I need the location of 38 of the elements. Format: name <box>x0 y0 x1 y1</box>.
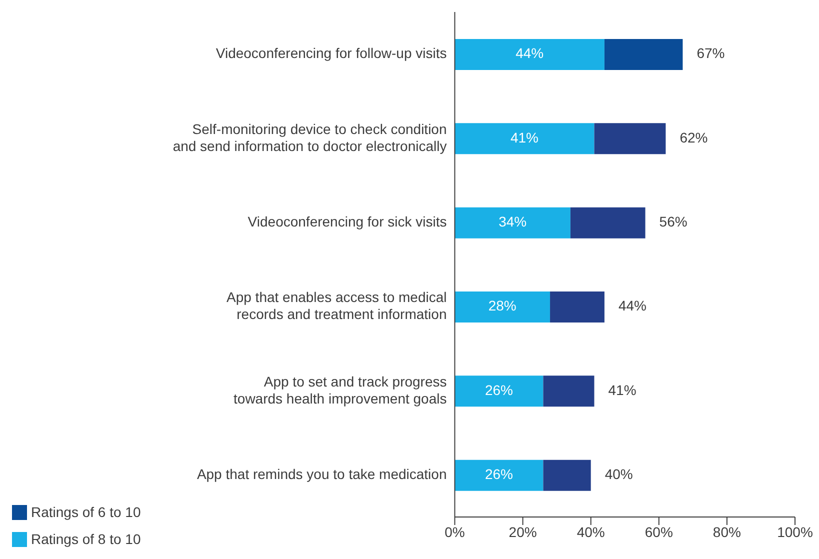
y-tick-label: App that enables access to medical records and treatment information <box>226 288 447 322</box>
y-tick-label: Videoconferencing for sick visits <box>248 213 447 230</box>
data-label: 26% <box>484 382 513 398</box>
bar <box>604 39 683 70</box>
legend-label: Ratings of 6 to 10 <box>31 504 141 520</box>
bar <box>454 376 544 407</box>
x-tick-label: 20% <box>508 524 537 540</box>
bar <box>454 207 570 238</box>
bar <box>454 123 594 154</box>
data-label: 28% <box>488 298 516 314</box>
bar <box>594 123 666 154</box>
bar <box>570 207 646 238</box>
legend-label: Ratings of 8 to 10 <box>31 531 141 547</box>
x-tick-label: 40% <box>576 524 605 540</box>
y-tick-label: App that reminds you to take medication <box>196 466 447 482</box>
data-label: 26% <box>484 466 513 482</box>
data-label: 34% <box>498 214 527 230</box>
total-label: 62% <box>680 129 708 146</box>
data-label: 41% <box>510 129 539 146</box>
y-tick-label: Videoconferencing for follow-up visits <box>216 44 447 61</box>
data-label: 44% <box>516 45 544 62</box>
bar <box>543 460 591 491</box>
x-tick-label: 80% <box>712 524 741 540</box>
x-tick-label: 60% <box>644 524 673 540</box>
total-label: 40% <box>604 466 633 482</box>
total-label: 56% <box>659 214 688 230</box>
total-label: 44% <box>618 298 646 314</box>
bar <box>454 292 550 322</box>
total-label: 67% <box>696 45 725 62</box>
y-tick-label: App to set and track progress towards health improvement goals <box>234 372 447 406</box>
bar <box>454 39 604 70</box>
bar <box>454 460 544 491</box>
bar <box>543 376 594 407</box>
total-label: 41% <box>608 382 636 398</box>
x-tick-label: 100% <box>777 524 813 540</box>
bar <box>550 292 604 322</box>
y-tick-label: Self-monitoring device to check condition and send information to doctor electronically <box>172 120 447 154</box>
x-tick-label: 0% <box>444 524 465 540</box>
